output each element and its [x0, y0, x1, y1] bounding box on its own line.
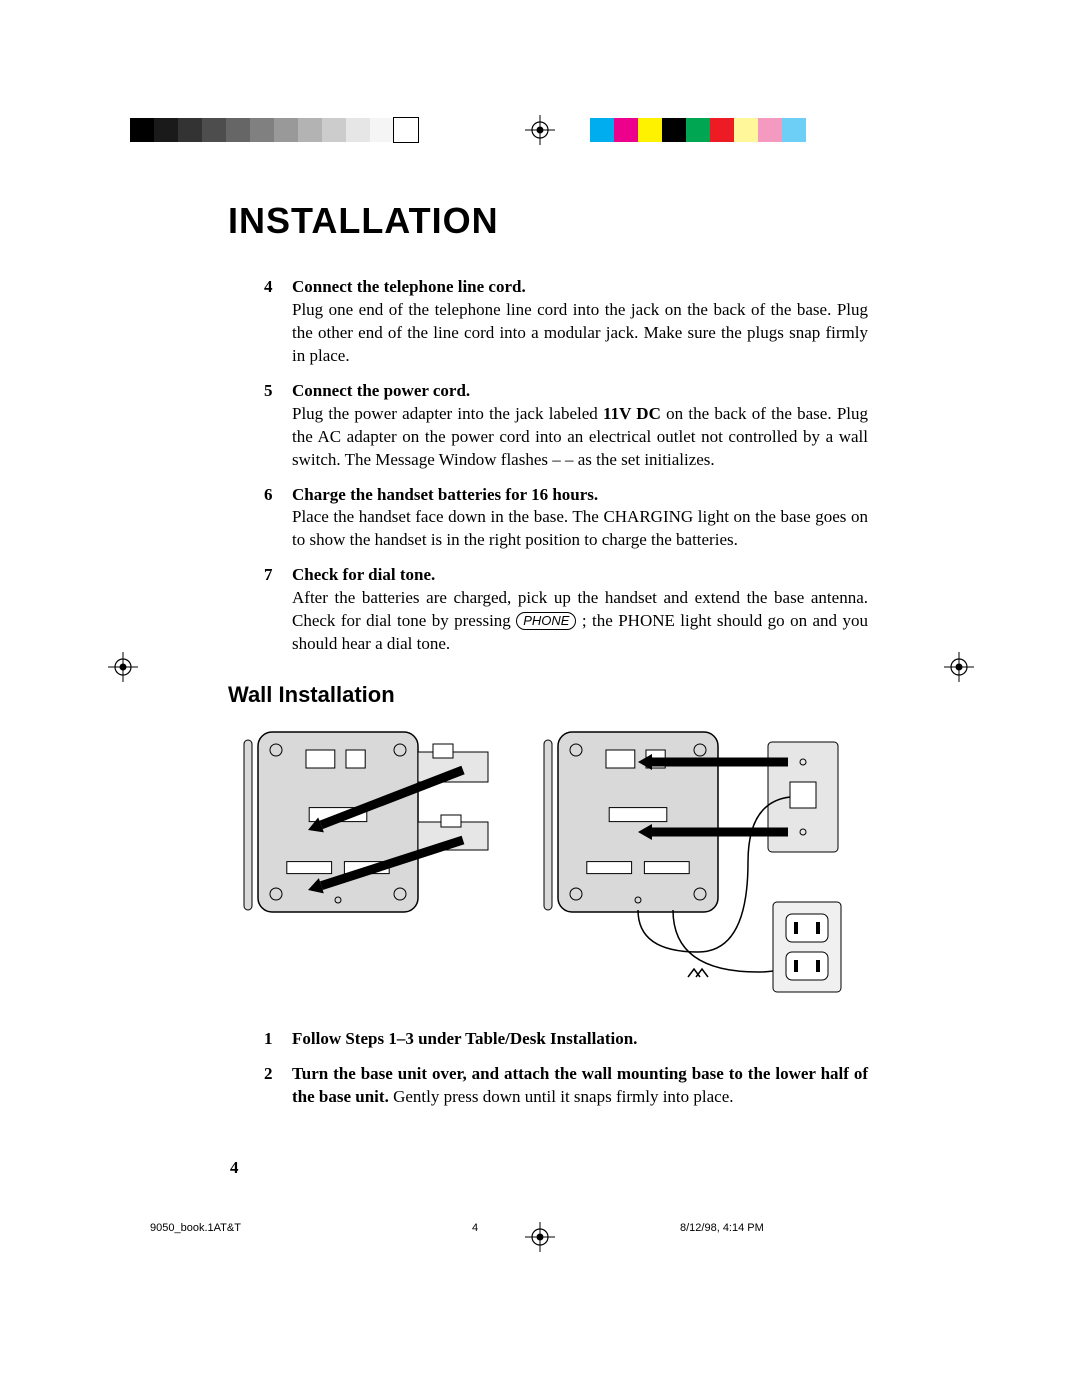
- step-heading: Check for dial tone.: [292, 565, 435, 584]
- step-heading: Connect the telephone line cord.: [292, 277, 526, 296]
- step-item: 5 Connect the power cord. Plug the power…: [264, 380, 868, 472]
- step-text: Gently press down until it snaps firmly …: [389, 1087, 734, 1106]
- step-heading: Follow Steps 1–3 under Table/Desk Instal…: [292, 1029, 637, 1048]
- step-item: 2 Turn the base unit over, and attach th…: [264, 1063, 868, 1109]
- footer-page: 4: [350, 1222, 600, 1234]
- swatch: [782, 118, 806, 142]
- swatch: [710, 118, 734, 142]
- wall-mount-diagram-right: [538, 722, 858, 1002]
- step-number: 4: [264, 276, 292, 368]
- step-text: Plug one end of the telephone line cord …: [292, 300, 868, 365]
- swatch: [758, 118, 782, 142]
- step-number: 1: [264, 1028, 292, 1051]
- step-item: 1 Follow Steps 1–3 under Table/Desk Inst…: [264, 1028, 868, 1051]
- swatch: [638, 118, 662, 142]
- swatch: [130, 118, 154, 142]
- step-text: After the batteries are charged, pick up…: [292, 588, 868, 653]
- phone-button-icon: PHONE: [516, 612, 576, 630]
- page: INSTALLATION 4 Connect the telephone lin…: [0, 0, 1080, 1397]
- swatch: [686, 118, 710, 142]
- page-title: INSTALLATION: [228, 200, 868, 242]
- step-item: 4 Connect the telephone line cord. Plug …: [264, 276, 868, 368]
- page-number: 4: [230, 1158, 239, 1178]
- swatch: [298, 118, 322, 142]
- step-number: 7: [264, 564, 292, 656]
- swatch: [590, 118, 614, 142]
- swatch: [202, 118, 226, 142]
- color-swatch-bar: [590, 118, 806, 142]
- swatch: [370, 118, 394, 142]
- swatch: [734, 118, 758, 142]
- swatch: [614, 118, 638, 142]
- registration-mark-icon: [525, 115, 555, 145]
- footer: 9050_book.1AT&T 4 8/12/98, 4:14 PM: [150, 1222, 930, 1234]
- wall-installation-steps: 1 Follow Steps 1–3 under Table/Desk Inst…: [228, 1028, 868, 1109]
- registration-mark-icon: [108, 652, 138, 682]
- footer-timestamp: 8/12/98, 4:14 PM: [600, 1222, 930, 1234]
- swatch: [226, 118, 250, 142]
- step-item: 7 Check for dial tone. After the batteri…: [264, 564, 868, 656]
- step-number: 6: [264, 484, 292, 553]
- swatch: [346, 118, 370, 142]
- swatch: [250, 118, 274, 142]
- content-area: INSTALLATION 4 Connect the telephone lin…: [228, 200, 868, 1121]
- swatch: [662, 118, 686, 142]
- swatch: [178, 118, 202, 142]
- step-item: 6 Charge the handset batteries for 16 ho…: [264, 484, 868, 553]
- step-heading: Charge the handset batteries for 16 hour…: [292, 485, 598, 504]
- step-heading: Connect the power cord.: [292, 381, 470, 400]
- grayscale-swatch-bar: [130, 118, 418, 142]
- diagram-row: [238, 722, 868, 1002]
- swatch: [154, 118, 178, 142]
- swatch: [322, 118, 346, 142]
- installation-steps: 4 Connect the telephone line cord. Plug …: [228, 276, 868, 656]
- step-text: Plug the power adapter into the jack lab…: [292, 404, 868, 469]
- wall-installation-heading: Wall Installation: [228, 682, 868, 708]
- footer-filename: 9050_book.1AT&T: [150, 1222, 350, 1234]
- step-number: 5: [264, 380, 292, 472]
- step-number: 2: [264, 1063, 292, 1109]
- swatch: [274, 118, 298, 142]
- wall-mount-diagram-left: [238, 722, 498, 1002]
- swatch: [394, 118, 418, 142]
- step-text: Place the handset face down in the base.…: [292, 507, 868, 549]
- registration-mark-icon: [944, 652, 974, 682]
